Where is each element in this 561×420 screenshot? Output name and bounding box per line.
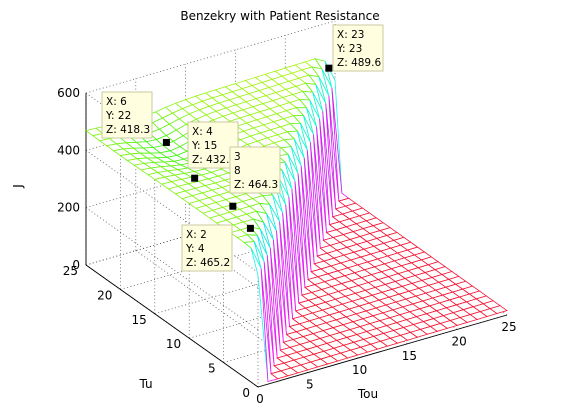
datatip-line: Y: 23 — [336, 43, 362, 55]
x-axis-label: Tou — [357, 387, 378, 401]
datatip[interactable]: X: 2 Y: 4 Z: 465.2 — [181, 224, 254, 272]
x-axis-line — [257, 314, 508, 388]
x-tick-label: 15 — [402, 349, 417, 363]
y-tick-label: 0 — [242, 386, 250, 400]
datatip-marker — [229, 202, 237, 210]
y-tick-label: 15 — [132, 313, 147, 327]
y-tick-label: 5 — [208, 362, 216, 376]
datatip[interactable]: X: 6 Y: 22 Z: 418.3 — [101, 91, 170, 146]
datatip-line: Z: 464.3 — [234, 179, 278, 191]
z-tick-label: 400 — [57, 143, 80, 157]
z-tick-label: 0 — [72, 258, 80, 272]
grid-line — [85, 20, 336, 94]
datatip-box — [229, 146, 281, 194]
x-tick-label: 10 — [352, 363, 367, 377]
datatip-line: 3 — [234, 151, 241, 163]
datatip-box — [332, 24, 384, 72]
x-tick-label: 25 — [501, 320, 516, 334]
y-tick-label: 25 — [63, 264, 78, 278]
grid-line — [85, 207, 259, 330]
x-tick-label: 20 — [452, 334, 467, 348]
surface-cell — [489, 305, 508, 314]
datatip-line: Z: 418.3 — [106, 124, 150, 136]
datatip-marker — [191, 174, 199, 182]
datatip-line: Y: 4 — [185, 243, 205, 255]
z-axis-label: J — [11, 184, 25, 189]
datatip[interactable]: X: 23 Y: 23 Z: 489.6 — [325, 24, 384, 72]
datatip[interactable]: 3 8 Z: 464.3 — [229, 146, 281, 210]
x-tick-label: 5 — [306, 378, 314, 392]
datatip-line: X: 23 — [337, 29, 364, 41]
datatip-line: Y: 15 — [191, 140, 217, 152]
y-tick-label: 10 — [166, 337, 181, 351]
datatip-line: X: 6 — [106, 96, 127, 108]
x-tick-label: 0 — [256, 392, 264, 406]
datatip-line: X: 4 — [192, 126, 213, 138]
datatip-line: Y: 22 — [105, 110, 131, 122]
grid-line — [120, 217, 370, 290]
datatip-marker — [325, 64, 333, 72]
surface-mesh — [85, 58, 508, 383]
y-axis-line — [85, 264, 259, 388]
z-tick-label: 600 — [57, 86, 80, 100]
datatip-box — [181, 224, 233, 272]
y-axis-label: Tu — [138, 377, 152, 391]
chart-title: Benzekry with Patient Resistance — [180, 9, 379, 23]
datatip-box — [101, 91, 153, 139]
datatip-line: X: 2 — [186, 229, 207, 241]
datatip-line: Z: 489.6 — [337, 57, 381, 69]
y-tick-label: 20 — [97, 288, 112, 302]
datatip-marker — [162, 138, 170, 146]
z-tick-label: 200 — [57, 201, 80, 215]
datatip-line: Z: 465.2 — [186, 257, 230, 269]
datatips: X: 23Y: 23Z: 489.6X: 6Y: 22Z: 418.3 X: 4Y… — [101, 24, 384, 272]
datatip-line: Z: 432.9 — [192, 154, 236, 166]
datatip-marker — [246, 224, 254, 232]
datatip-line: 8 — [234, 165, 241, 177]
